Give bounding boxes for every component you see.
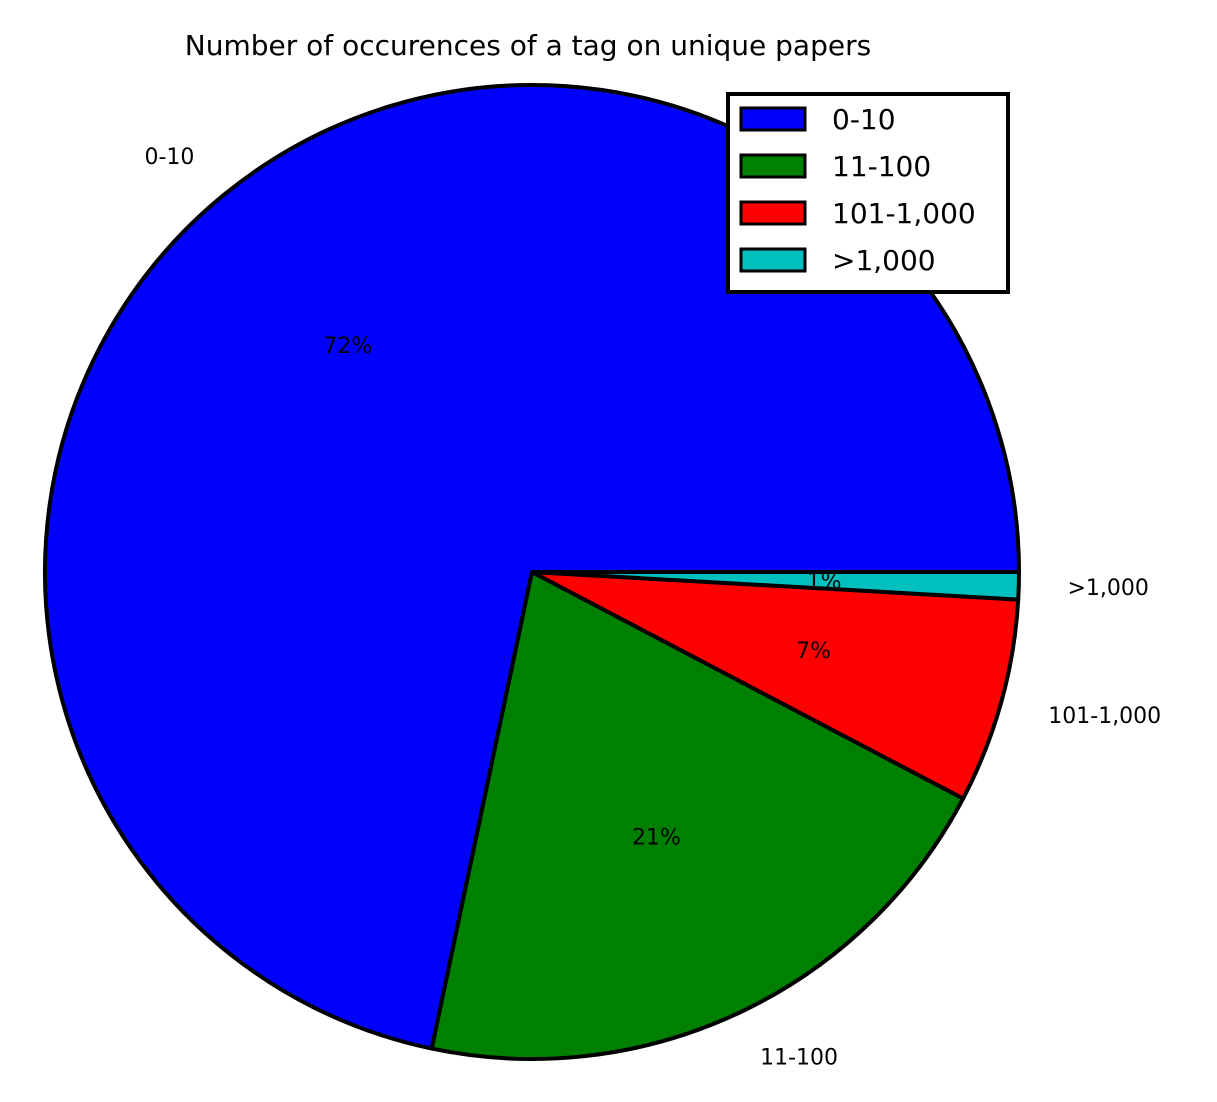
legend-entries: 0-10 11-100 101-1,000 >1,000 — [739, 103, 976, 277]
pie-slices — [43, 83, 1021, 1061]
percent-label-3: 1% — [807, 569, 842, 594]
legend-swatch-0 — [739, 106, 807, 132]
pie-slice-3 — [530, 570, 1021, 602]
slice-label-1: 11-100 — [760, 1046, 838, 1071]
legend-label-1: 11-100 — [832, 150, 931, 183]
slice-label-0: 0-10 — [144, 145, 194, 170]
legend-label-0: 0-10 — [832, 103, 896, 136]
pie-slice-1 — [429, 570, 966, 1061]
legend: 0-10 11-100 101-1,000 >1,000 — [726, 92, 1010, 294]
percent-label-0: 72% — [323, 334, 372, 359]
percent-label-2: 7% — [796, 639, 831, 664]
legend-label-3: >1,000 — [832, 244, 936, 277]
pie-slice-2 — [530, 570, 1021, 801]
percent-labels: 72% 21% 7% 1% — [323, 334, 841, 850]
slice-label-3: >1,000 — [1067, 576, 1148, 601]
legend-label-2: 101-1,000 — [832, 197, 976, 230]
legend-swatch-2 — [739, 200, 807, 226]
slice-label-2: 101-1,000 — [1048, 704, 1161, 729]
percent-label-1: 21% — [632, 825, 681, 850]
legend-swatch-3 — [739, 247, 807, 273]
legend-swatch-1 — [739, 153, 807, 179]
slice-labels: 0-10 11-100 101-1,000 >1,000 — [144, 145, 1161, 1071]
chart-title: Number of occurences of a tag on unique … — [185, 29, 871, 62]
